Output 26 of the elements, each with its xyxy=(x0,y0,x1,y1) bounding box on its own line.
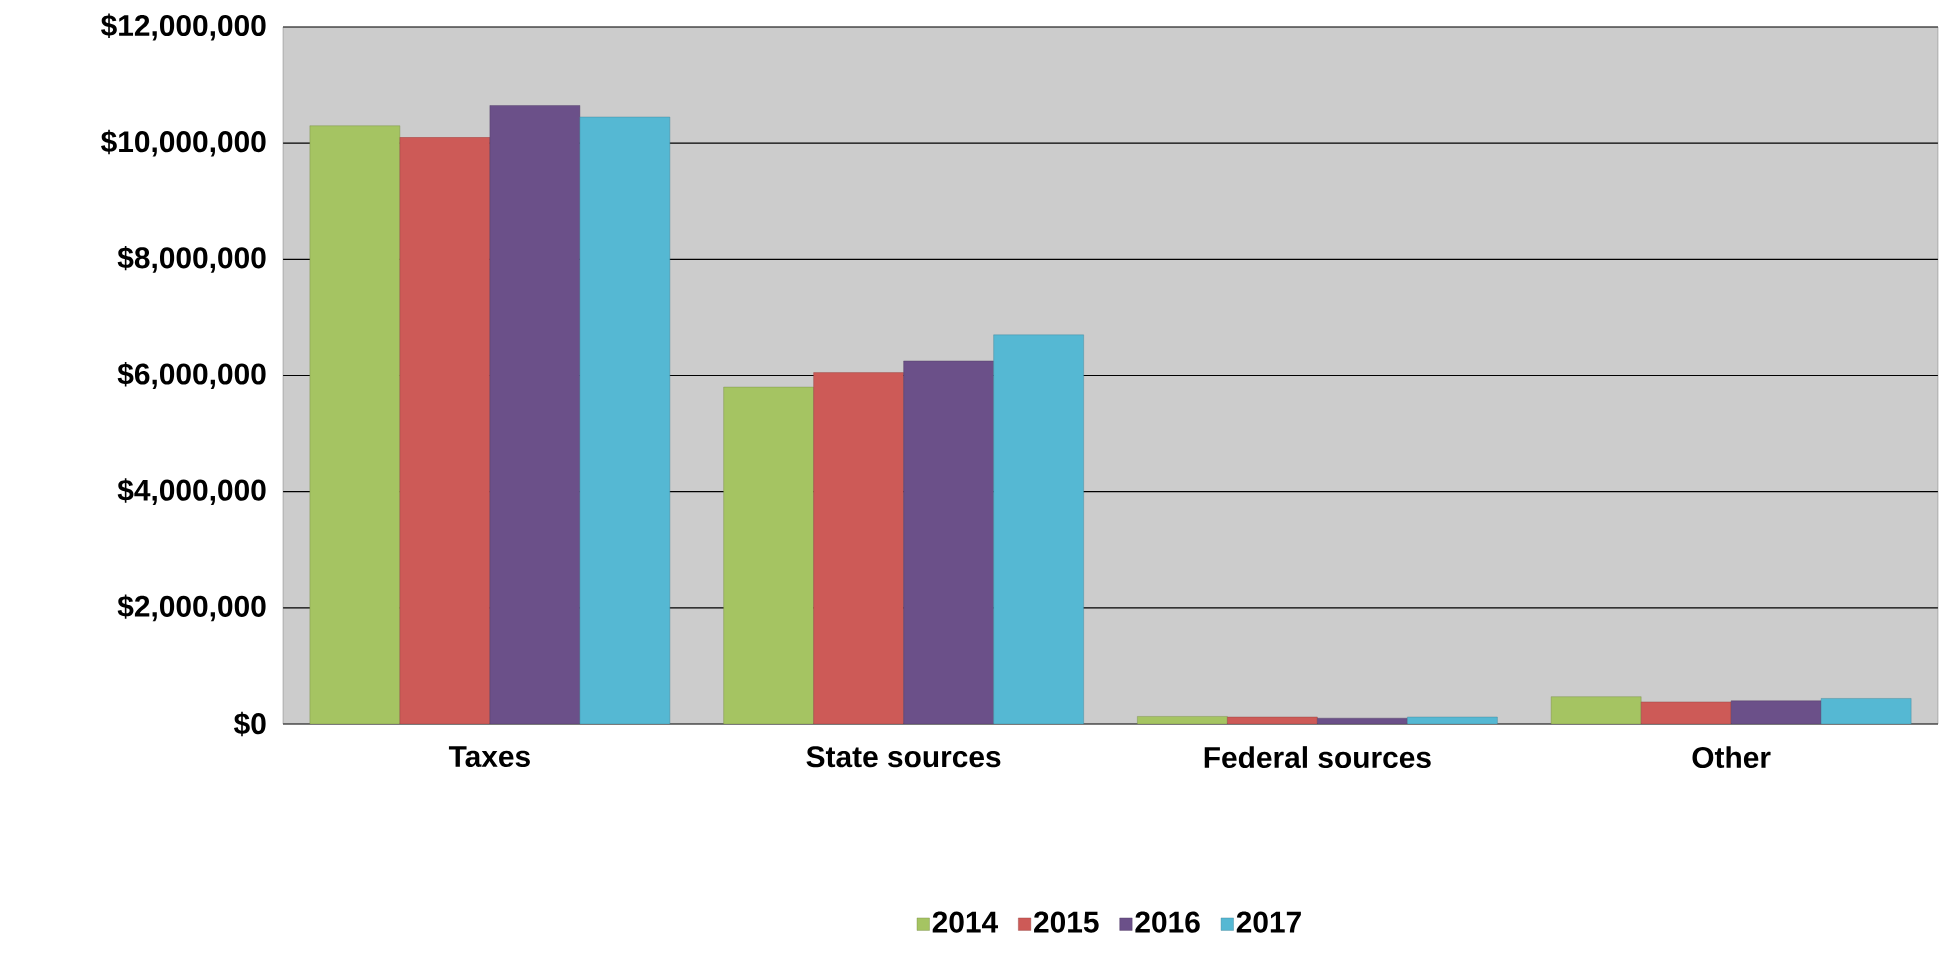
bar xyxy=(903,360,994,724)
y-tick-label: $0 xyxy=(233,711,266,737)
y-tick-label: $4,000,000 xyxy=(117,478,266,506)
bar xyxy=(489,105,581,724)
legend-label: 2014 xyxy=(932,911,998,933)
y-tick-label: $12,000,000 xyxy=(101,13,266,41)
legend-label: 2015 xyxy=(1034,911,1099,933)
bar xyxy=(399,137,491,724)
bar xyxy=(309,125,401,724)
bar xyxy=(723,386,814,724)
legend-label: 2016 xyxy=(1135,911,1200,933)
bar xyxy=(1730,700,1822,724)
bar xyxy=(1550,696,1642,724)
y-tick-label: $6,000,000 xyxy=(117,362,266,389)
bar xyxy=(993,334,1084,724)
legend-label: 2017 xyxy=(1236,911,1301,933)
y-tick-label: $10,000,000 xyxy=(101,129,266,157)
x-tick-label: Federal sources xyxy=(1204,746,1431,769)
x-tick-label: State sources xyxy=(806,746,1001,768)
y-tick-label: $2,000,000 xyxy=(117,594,266,622)
bar xyxy=(813,372,904,724)
bar xyxy=(579,116,671,724)
x-tick-label: Taxes xyxy=(448,746,530,768)
x-tick-label: Other xyxy=(1692,746,1771,769)
y-tick-label: $8,000,000 xyxy=(117,245,266,273)
bar xyxy=(1820,698,1912,724)
